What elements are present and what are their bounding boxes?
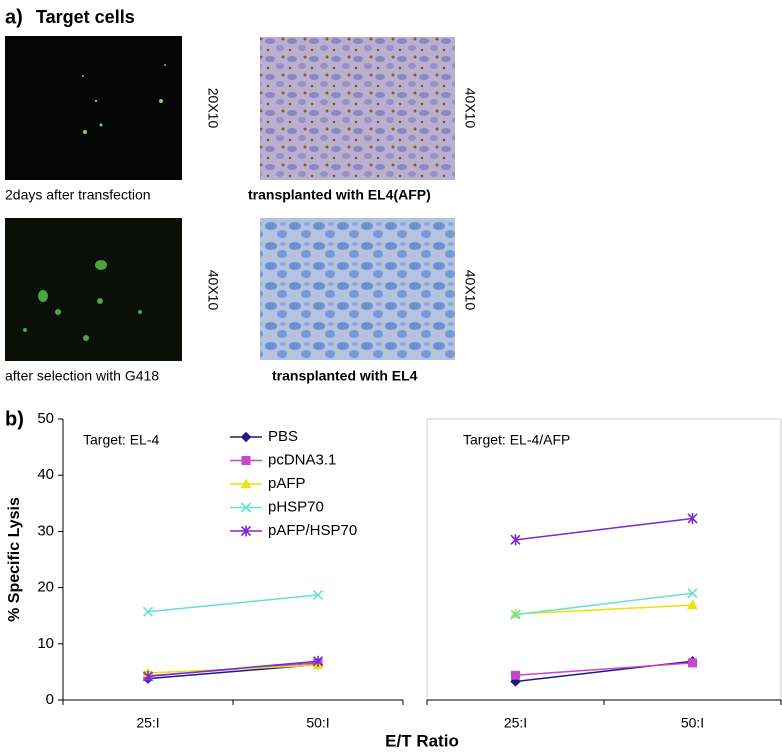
panel-frame xyxy=(426,418,782,700)
x-axis-label: E/T Ratio xyxy=(385,731,459,750)
series-line xyxy=(515,604,693,615)
legend-label: PBS xyxy=(268,428,298,445)
micrograph xyxy=(5,36,182,180)
image-caption: transplanted with EL4(AFP) xyxy=(248,187,431,203)
y-tick-label: 0 xyxy=(46,691,54,708)
legend-label: pAFP xyxy=(268,475,306,492)
series-line xyxy=(515,662,693,677)
marker xyxy=(142,606,154,617)
y-tick-label: 40 xyxy=(37,466,54,483)
y-tick-label: 20 xyxy=(37,579,54,596)
fluorescent-cells xyxy=(82,64,166,134)
y-axis-label: % Specific Lysis xyxy=(6,497,23,622)
legend-label: pAFP/HSP70 xyxy=(268,522,357,539)
image-caption: transplanted with EL4 xyxy=(272,368,418,384)
x-tick-label: 50:I xyxy=(306,715,329,731)
micrograph xyxy=(260,218,455,360)
marker xyxy=(510,534,521,546)
legend-marker xyxy=(240,525,252,537)
marker xyxy=(687,588,698,599)
fluorescent-cells xyxy=(23,260,142,341)
legend-label: pHSP70 xyxy=(268,498,324,515)
magnification: 20X10 xyxy=(205,88,221,129)
x-tick-label: 25:I xyxy=(136,715,159,731)
y-tick-label: 10 xyxy=(37,635,54,652)
image-caption: after selection with G418 xyxy=(5,368,159,384)
micrograph xyxy=(5,218,182,361)
panel-title: Target cells xyxy=(36,7,135,27)
micrograph xyxy=(260,37,455,180)
marker xyxy=(312,589,324,600)
magnification: 40X10 xyxy=(462,270,478,311)
y-tick-label: 50 xyxy=(37,410,54,427)
legend-marker xyxy=(241,456,251,465)
y-tick-label: 30 xyxy=(37,522,54,539)
panel-label: b) xyxy=(5,408,24,430)
marker xyxy=(510,609,521,620)
marker xyxy=(687,512,698,524)
legend-marker xyxy=(240,502,252,513)
legend-marker xyxy=(240,478,252,488)
magnification: 40X10 xyxy=(205,270,221,311)
marker xyxy=(312,655,324,667)
legend-label: pcDNA3.1 xyxy=(268,451,336,468)
marker xyxy=(511,670,520,680)
series-line xyxy=(147,660,319,678)
magnification: 40X10 xyxy=(462,88,478,129)
series-line xyxy=(147,594,319,613)
x-tick-label: 50:I xyxy=(681,715,704,731)
x-tick-label: 25:I xyxy=(504,715,527,731)
series-line xyxy=(515,592,693,616)
series-line xyxy=(515,517,693,541)
marker xyxy=(142,670,154,682)
image-caption: 2days after transfection xyxy=(5,187,151,203)
panel-label: a) xyxy=(5,6,23,28)
legend-marker xyxy=(240,431,252,443)
chart-title: Target: EL-4/AFP xyxy=(463,432,570,448)
chart-title: Target: EL-4 xyxy=(83,432,159,448)
marker xyxy=(688,658,697,668)
marker xyxy=(687,599,698,610)
